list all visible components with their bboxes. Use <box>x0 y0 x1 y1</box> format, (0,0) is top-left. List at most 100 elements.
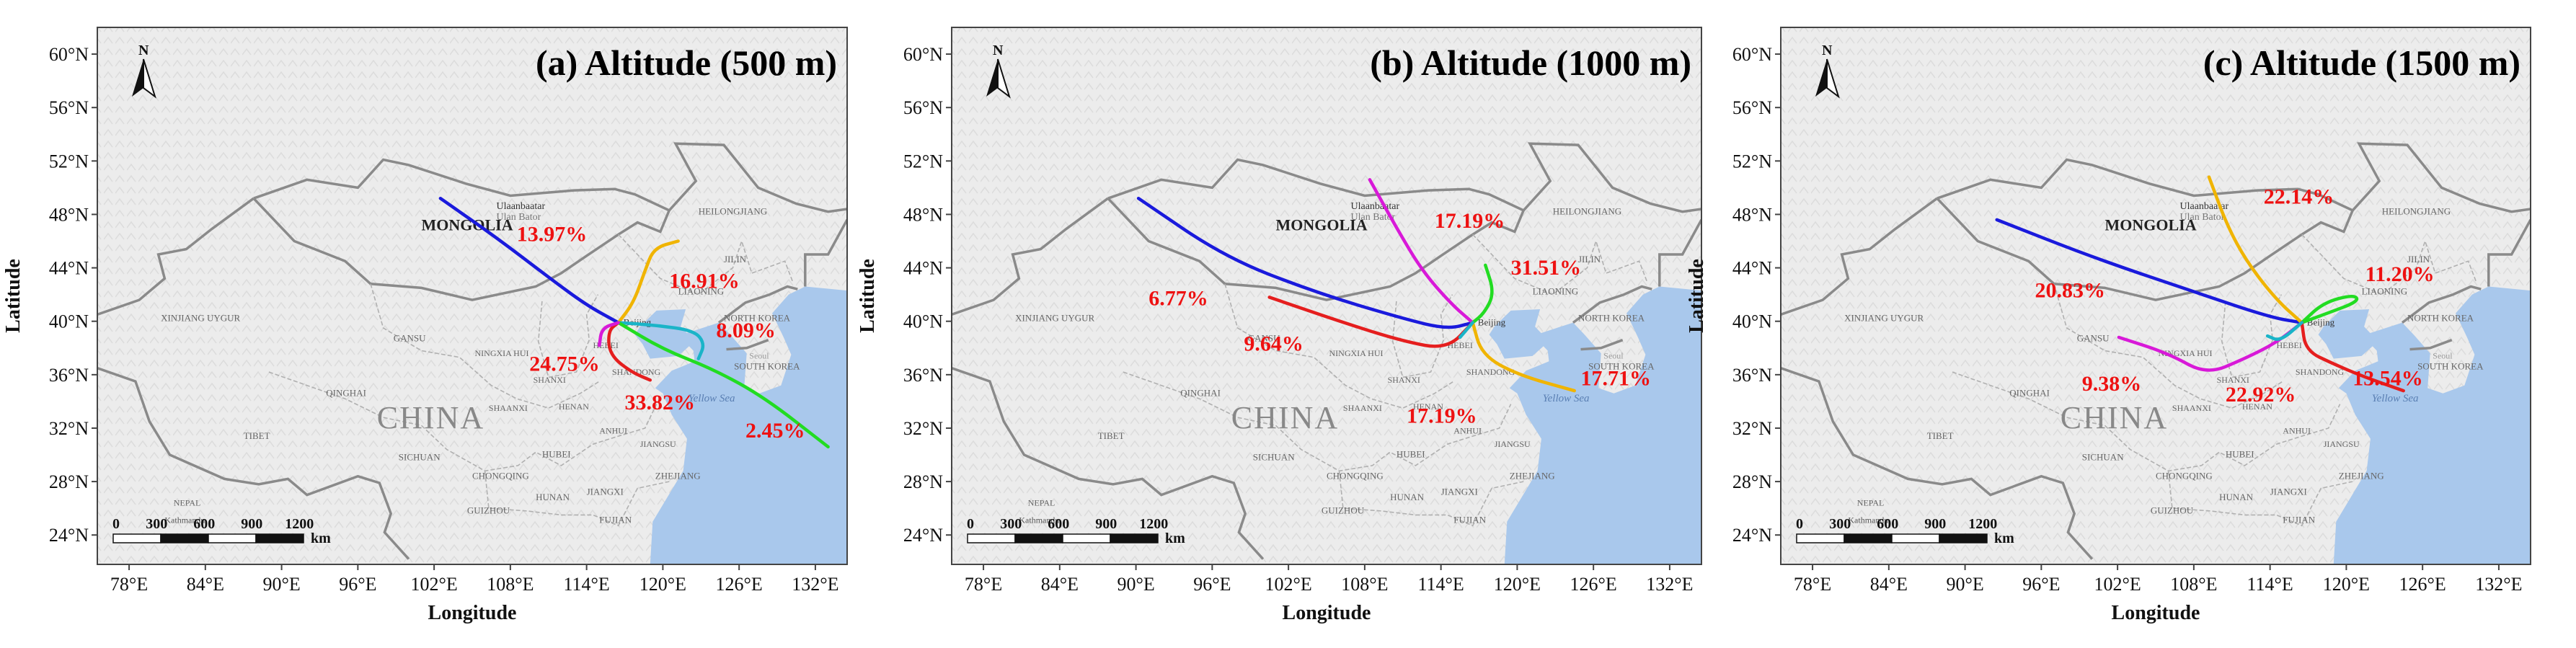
place-label-henan: HENAN <box>2242 401 2272 412</box>
country-boundary <box>2351 142 2531 213</box>
trajectory-line <box>1368 178 1474 324</box>
place-label-gansu: GANSU <box>394 333 426 344</box>
y-tick-label: 52°N <box>49 151 89 172</box>
scale-bar-tick: 300 <box>1829 516 1851 532</box>
place-label-jiangsu: JIANGSU <box>640 439 676 449</box>
place-label-seoul: Seoul <box>1603 351 1624 361</box>
place-label-ulaanbaatar: Ulaanbaatar <box>1351 201 1400 212</box>
scale-bar-tick: 300 <box>1000 516 1022 532</box>
place-label-shanxi: SHANXI <box>534 375 566 385</box>
panel-title: (a) Altitude (500 m) <box>536 43 837 83</box>
country-boundary <box>2401 285 2482 324</box>
x-tick-label: 96°E <box>339 574 376 595</box>
scale-bar-segment <box>255 533 304 543</box>
sea-area <box>2471 394 2531 462</box>
scale-bar-segment <box>208 533 257 543</box>
trajectory-line <box>1136 196 1474 329</box>
place-label-tibet: TIBET <box>1927 430 1954 441</box>
place-label-shandong: SHANDONG <box>612 367 661 377</box>
y-tick-label: 52°N <box>1732 151 1772 172</box>
trajectory-line <box>438 196 620 324</box>
x-tick-label: 78°E <box>1794 574 1831 595</box>
place-label-ningxia: NINGXIA HUI <box>475 348 529 358</box>
place-label-south_korea: SOUTH KOREA <box>734 360 800 371</box>
y-tick-label: 40°N <box>903 311 943 332</box>
x-tick-label: 126°E <box>1570 574 1617 595</box>
country-boundary <box>2487 219 2531 287</box>
x-tick-label: 90°E <box>262 574 300 595</box>
scale-bar-tick: 900 <box>1095 516 1117 532</box>
y-axis-label: Latitude <box>857 259 879 333</box>
scale-bar-tick: 0 <box>967 516 974 532</box>
place-label-shanxi: SHANXI <box>1388 375 1420 385</box>
scale-bar-tick: 900 <box>1924 516 1946 532</box>
province-boundary <box>2301 234 2477 296</box>
x-tick-label: 90°E <box>1117 574 1154 595</box>
panel-title: (b) Altitude (1000 m) <box>1370 43 1691 83</box>
place-label-nepal: NEPAL <box>174 498 201 508</box>
place-label-jiangsu: JIANGSU <box>2324 439 2360 449</box>
place-label-gansu: GANSU <box>2077 333 2110 344</box>
place-label-jiangxi: JIANGXI <box>2270 487 2307 497</box>
y-tick-label: 44°N <box>1732 258 1772 279</box>
place-label-south_korea: SOUTH KOREA <box>2417 360 2484 371</box>
scale-bar-tick: 300 <box>146 516 167 532</box>
place-label-sichuan: SICHUAN <box>1253 451 1295 462</box>
y-tick-label: 40°N <box>49 311 89 332</box>
place-label-tibet: TIBET <box>1098 430 1125 441</box>
province-boundary <box>484 471 670 527</box>
place-label-jiangxi: JIANGXI <box>587 487 624 497</box>
place-label-sichuan: SICHUAN <box>399 451 441 462</box>
country-boundary <box>804 219 847 287</box>
x-tick-label: 108°E <box>2170 574 2217 595</box>
trajectory-percent-label: 22.14% <box>2264 185 2334 209</box>
country-boundary <box>1781 197 1938 316</box>
y-tick-label: 28°N <box>903 471 943 492</box>
place-label-hebei: HEBEI <box>593 340 619 350</box>
scale-bar-segment <box>160 533 209 543</box>
y-tick-label: 36°N <box>49 365 89 386</box>
north-arrow-icon <box>997 58 1011 99</box>
country-boundary <box>97 197 254 316</box>
y-axis-label: Latitude <box>1686 259 1708 333</box>
place-label-xinjiang: XINJIANG UYGUR <box>1015 313 1094 324</box>
panel-title: (c) Altitude (1500 m) <box>2203 43 2520 83</box>
y-tick-label: 32°N <box>903 418 943 439</box>
beijing-label: Beijing <box>1478 316 1506 327</box>
trajectory-percent-label: 8.09% <box>716 319 776 342</box>
y-tick-label: 28°N <box>49 471 89 492</box>
scale-bar-segment <box>1939 533 1988 543</box>
trajectory-percent-label: 33.82% <box>625 391 696 414</box>
country-boundary <box>1936 158 2355 301</box>
place-label-chongqing: CHONGQING <box>2156 470 2213 481</box>
y-tick-label: 36°N <box>903 365 943 386</box>
place-label-jilin: JILIN <box>1578 254 1601 265</box>
y-tick-label: 52°N <box>903 151 943 172</box>
x-tick-label: 78°E <box>110 574 148 595</box>
country-boundary <box>1658 219 1701 287</box>
scale-bar-unit: km <box>1994 531 2014 546</box>
y-tick-label: 60°N <box>1732 44 1772 65</box>
place-label-hubei: HUBEI <box>542 449 571 460</box>
north-arrow-icon <box>1826 58 1840 99</box>
place-label-jilin: JILIN <box>2407 254 2430 265</box>
scale-bar-segment <box>1796 533 1845 543</box>
place-label-zhejiang: ZHEJIANG <box>2339 470 2384 481</box>
place-label-north_korea: NORTH KOREA <box>724 313 791 324</box>
y-tick-label: 24°N <box>49 525 89 546</box>
place-label-seoul: Seoul <box>749 351 769 361</box>
x-tick-label: 126°E <box>716 574 763 595</box>
y-tick-label: 44°N <box>903 258 943 279</box>
country-boundary <box>1107 158 1526 301</box>
trajectory-line <box>2207 175 2303 324</box>
x-tick-label: 132°E <box>1646 574 1693 595</box>
place-label-zhejiang: ZHEJIANG <box>1510 470 1555 481</box>
y-tick-label: 32°N <box>49 418 89 439</box>
y-tick-label: 48°N <box>49 204 89 225</box>
x-tick-label: 102°E <box>410 574 457 595</box>
province-boundary <box>2053 283 2283 409</box>
place-label-shaanxi: SHAANXI <box>2172 403 2211 413</box>
